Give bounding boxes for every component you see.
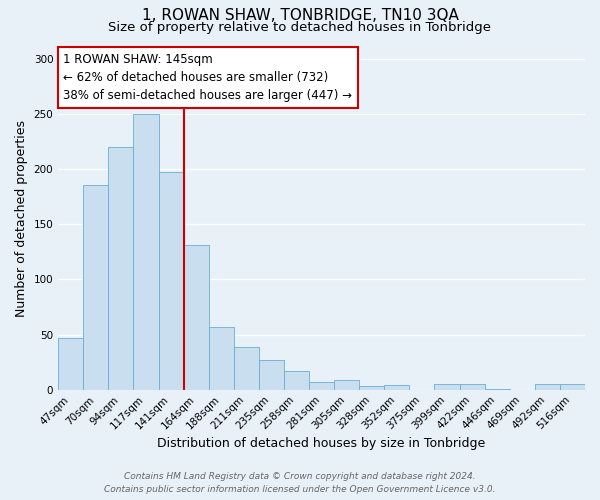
Text: 1, ROWAN SHAW, TONBRIDGE, TN10 3QA: 1, ROWAN SHAW, TONBRIDGE, TN10 3QA bbox=[142, 8, 458, 22]
Bar bbox=[485, 388, 510, 390]
Text: 1 ROWAN SHAW: 145sqm
← 62% of detached houses are smaller (732)
38% of semi-deta: 1 ROWAN SHAW: 145sqm ← 62% of detached h… bbox=[64, 52, 352, 102]
Bar bbox=[158, 172, 184, 390]
Bar bbox=[284, 371, 309, 390]
Y-axis label: Number of detached properties: Number of detached properties bbox=[15, 120, 28, 317]
Text: Size of property relative to detached houses in Tonbridge: Size of property relative to detached ho… bbox=[109, 21, 491, 34]
Bar bbox=[560, 384, 585, 390]
Bar bbox=[535, 384, 560, 390]
Bar bbox=[334, 380, 359, 390]
Bar bbox=[109, 147, 133, 390]
Bar bbox=[259, 360, 284, 390]
Bar bbox=[460, 384, 485, 390]
Text: Contains HM Land Registry data © Crown copyright and database right 2024.
Contai: Contains HM Land Registry data © Crown c… bbox=[104, 472, 496, 494]
Bar bbox=[309, 382, 334, 390]
Bar bbox=[58, 338, 83, 390]
Bar bbox=[385, 386, 409, 390]
Bar bbox=[184, 245, 209, 390]
X-axis label: Distribution of detached houses by size in Tonbridge: Distribution of detached houses by size … bbox=[157, 437, 486, 450]
Bar bbox=[434, 384, 460, 390]
Bar bbox=[359, 386, 385, 390]
Bar bbox=[83, 186, 109, 390]
Bar bbox=[209, 327, 234, 390]
Bar bbox=[133, 114, 158, 390]
Bar bbox=[234, 346, 259, 390]
